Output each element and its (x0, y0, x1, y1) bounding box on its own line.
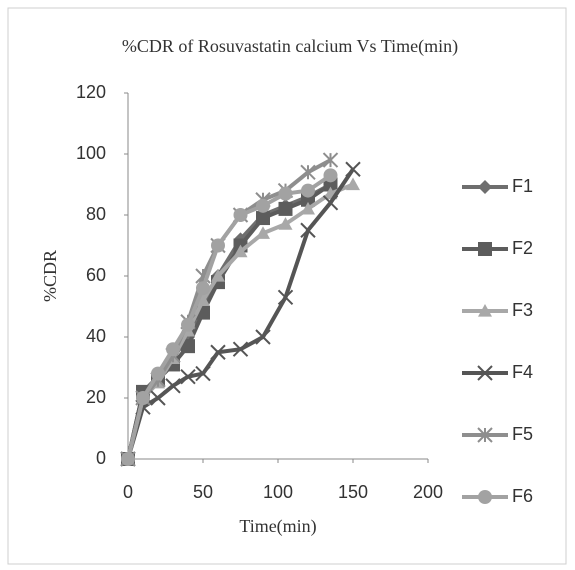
x-tick-label: 200 (413, 482, 443, 502)
marker (277, 289, 294, 306)
marker (195, 365, 211, 382)
marker (232, 341, 249, 357)
marker (300, 222, 316, 238)
marker (256, 226, 270, 239)
marker (278, 217, 293, 230)
legend-label: F5 (512, 424, 533, 444)
marker (346, 177, 360, 191)
marker (278, 201, 293, 216)
x-tick-label: 0 (123, 482, 133, 502)
marker (210, 344, 226, 360)
marker (278, 186, 293, 201)
y-tick-label: 120 (76, 82, 106, 102)
marker (301, 201, 315, 215)
marker (300, 164, 316, 181)
marker (165, 378, 181, 394)
x-tick-label: 50 (193, 482, 213, 502)
marker (256, 211, 270, 226)
legend-marker (477, 427, 493, 443)
legend-marker (478, 304, 492, 317)
y-axis-label: %CDR (40, 250, 60, 302)
marker (151, 366, 165, 381)
y-tick-label: 40 (86, 326, 106, 346)
legend-marker (477, 365, 493, 381)
y-tick-label: 20 (86, 387, 106, 407)
marker (166, 342, 180, 357)
marker (180, 368, 196, 385)
x-tick-label: 100 (263, 482, 293, 502)
marker (345, 161, 361, 177)
marker (233, 208, 248, 222)
marker (150, 390, 166, 406)
marker (196, 281, 210, 296)
legend-label: F3 (512, 300, 533, 320)
legend-marker (478, 242, 492, 256)
marker (256, 198, 270, 213)
chart-title: %CDR of Rosuvastatin calcium Vs Time(min… (122, 36, 458, 57)
legend-label: F2 (512, 238, 533, 258)
legend-marker (478, 490, 492, 504)
legend-label: F4 (512, 362, 533, 382)
marker (322, 152, 339, 168)
chart-frame (7, 7, 567, 565)
marker (211, 238, 225, 253)
marker (196, 293, 210, 306)
legend-marker (478, 180, 492, 194)
marker (322, 195, 339, 211)
marker (233, 244, 248, 258)
y-tick-label: 0 (96, 448, 106, 468)
marker (136, 391, 150, 405)
x-axis-label: Time(min) (239, 516, 316, 537)
y-tick-label: 60 (86, 265, 106, 285)
marker (181, 339, 195, 354)
marker (323, 168, 338, 183)
x-tick-label: 150 (338, 482, 368, 502)
legend-label: F6 (512, 486, 533, 506)
marker (181, 317, 195, 332)
legend-label: F1 (512, 176, 533, 196)
marker (255, 329, 271, 345)
y-tick-label: 100 (76, 143, 106, 163)
marker (121, 452, 135, 466)
y-tick-label: 80 (86, 204, 106, 224)
marker (211, 269, 225, 282)
marker (301, 183, 315, 198)
